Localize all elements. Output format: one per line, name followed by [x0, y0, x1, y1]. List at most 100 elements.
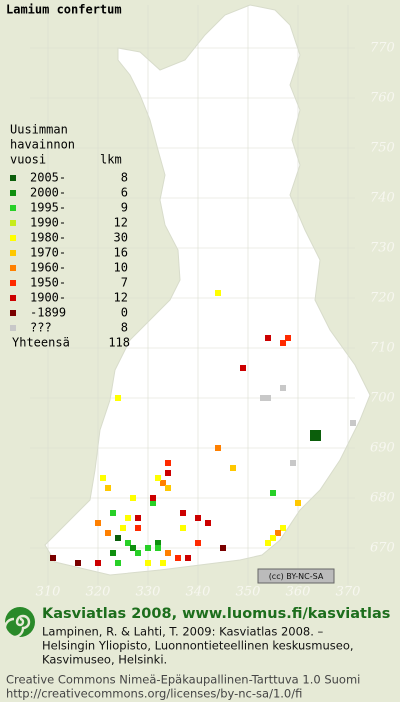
y-tick-label: 670	[370, 541, 395, 556]
observation	[115, 560, 121, 566]
observation	[150, 500, 156, 506]
citation-line: Kasvimuseo, Helsinki.	[42, 653, 167, 667]
observation	[165, 485, 171, 491]
y-tick-label: 740	[370, 191, 395, 206]
observation	[165, 460, 171, 466]
observation	[110, 510, 116, 516]
observations	[50, 290, 356, 566]
legend-label: 1950-	[30, 276, 66, 290]
observation	[150, 495, 156, 501]
observation	[120, 525, 126, 531]
y-tick-label: 690	[370, 441, 395, 456]
legend-swatch	[10, 265, 16, 271]
legend-swatch	[10, 280, 16, 286]
observation	[310, 430, 316, 436]
observation	[125, 540, 131, 546]
legend-count: 8	[121, 321, 128, 335]
observation	[270, 535, 276, 541]
y-tick-label: 760	[370, 91, 395, 106]
y-tick-label: 770	[370, 41, 395, 56]
legend-label: ???	[30, 321, 52, 335]
legend-swatch	[10, 235, 16, 241]
legend-heading: havainnon	[10, 138, 75, 152]
x-tick-label: 360	[286, 585, 311, 600]
legend-label: 1960-	[30, 261, 66, 275]
observation	[155, 475, 161, 481]
observation	[315, 435, 321, 441]
observation	[110, 550, 116, 556]
observation	[180, 525, 186, 531]
observation	[230, 465, 236, 471]
observation	[105, 485, 111, 491]
y-tick-label: 710	[370, 341, 395, 356]
legend-count: 12	[114, 291, 128, 305]
license-line: http://creativecommons.org/licenses/by-n…	[6, 687, 302, 701]
observation	[270, 490, 276, 496]
legend-count: 10	[114, 261, 128, 275]
legend-heading: vuosi	[10, 153, 46, 167]
badge-text: (cc) BY-NC-SA	[269, 572, 324, 581]
legend-label: 1990-	[30, 216, 66, 230]
observation	[280, 385, 286, 391]
observation	[130, 495, 136, 501]
observation	[205, 520, 211, 526]
logo-circle	[5, 607, 35, 637]
observation	[115, 395, 121, 401]
observation	[195, 515, 201, 521]
observation	[350, 420, 356, 426]
observation	[125, 515, 131, 521]
x-tick-label: 310	[36, 585, 61, 600]
legend-swatch	[10, 205, 16, 211]
observation	[95, 520, 101, 526]
legend-label: 1995-	[30, 201, 66, 215]
species-title: Lamium confertum	[6, 3, 122, 17]
observation	[180, 510, 186, 516]
observation	[165, 550, 171, 556]
observation	[165, 470, 171, 476]
observation	[175, 555, 181, 561]
observation	[215, 290, 221, 296]
x-tick-label: 330	[136, 585, 161, 600]
x-tick-label: 370	[336, 585, 361, 600]
badge-box	[257, 568, 335, 584]
observation	[295, 500, 301, 506]
observation	[145, 560, 151, 566]
legend-swatch	[10, 295, 16, 301]
legend-count: 7	[121, 276, 128, 290]
legend-swatch	[10, 250, 16, 256]
observation	[265, 540, 271, 546]
footer-heading: Kasviatlas 2008, www.luomus.fi/kasviatla…	[42, 606, 390, 622]
legend-label: 2000-	[30, 186, 66, 200]
observation	[265, 335, 271, 341]
y-tick-label: 680	[370, 491, 395, 506]
legend-label: 1900-	[30, 291, 66, 305]
legend-count: 9	[121, 201, 128, 215]
logo-swirl	[3, 614, 31, 639]
citation-line: Helsingin Yliopisto, Luonnontieteellinen…	[42, 639, 354, 653]
y-tick-label: 700	[370, 391, 395, 406]
legend-label: 2005-	[30, 171, 66, 185]
x-tick-label: 350	[236, 585, 261, 600]
observation	[290, 460, 296, 466]
legend-count: 8	[121, 171, 128, 185]
observation	[265, 395, 271, 401]
total-label: Yhteensä	[12, 336, 70, 350]
legend-label: 1970-	[30, 246, 66, 260]
citation-line: Lampinen, R. & Lahti, T. 2009: Kasviatla…	[42, 625, 324, 639]
legend-swatch	[10, 325, 16, 331]
observation	[315, 430, 321, 436]
y-tick-label: 720	[370, 291, 395, 306]
observation	[130, 545, 136, 551]
observation	[275, 530, 281, 536]
legend-count: 12	[114, 216, 128, 230]
legend-count: 16	[114, 246, 128, 260]
observation	[135, 550, 141, 556]
observation	[280, 525, 286, 531]
observation	[160, 560, 166, 566]
x-tick-label: 340	[186, 585, 211, 600]
legend-label: 1980-	[30, 231, 66, 245]
legend-count: 0	[121, 306, 128, 320]
